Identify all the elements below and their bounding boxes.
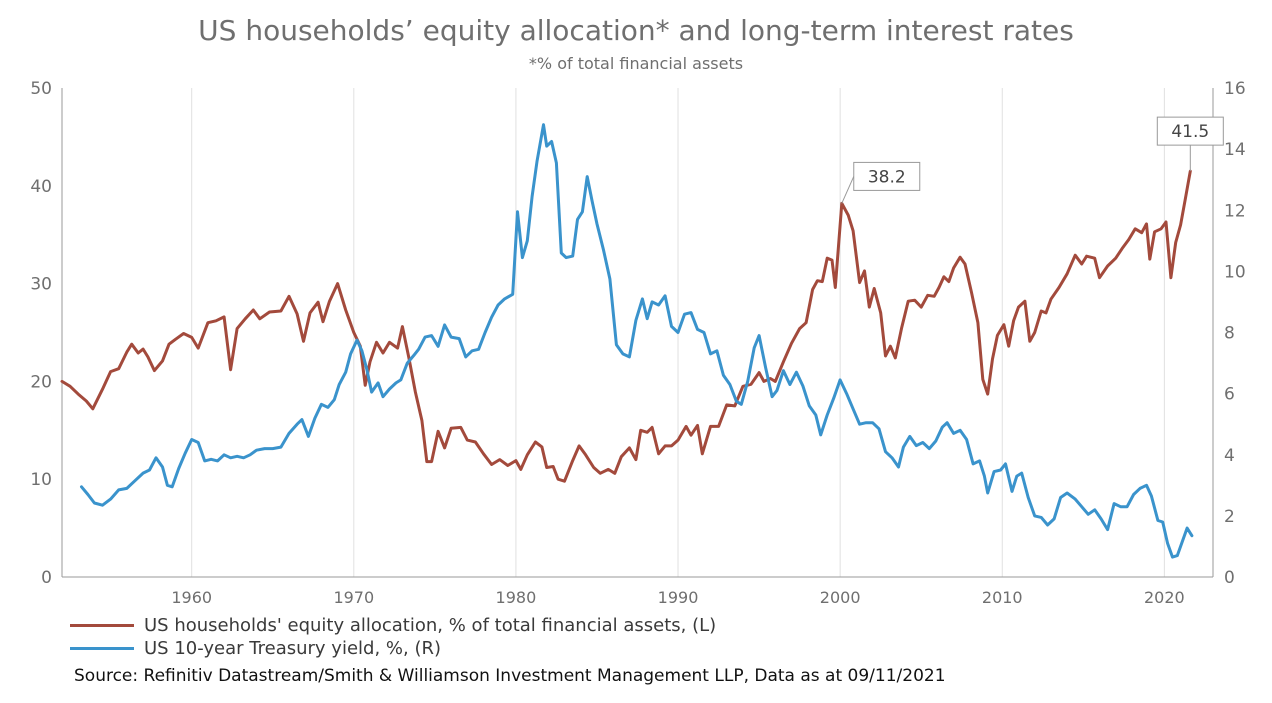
annotation-label: 41.5 — [1171, 122, 1209, 142]
y-left-tick-label: 0 — [41, 568, 52, 588]
legend-item-treasury: US 10-year Treasury yield, %, (R) — [70, 637, 716, 660]
y-right-tick-label: 14 — [1224, 140, 1246, 160]
annotation-box — [853, 161, 921, 191]
x-tick-label: 1970 — [333, 588, 374, 607]
y-right-tick-label: 12 — [1224, 201, 1246, 221]
y-left-tick-label: 20 — [30, 372, 52, 392]
chart-title: US households’ equity allocation* and lo… — [198, 14, 1074, 47]
y-right-tick-label: 0 — [1224, 568, 1235, 588]
x-tick-label: 2020 — [1144, 588, 1185, 607]
y-right-tick-label: 16 — [1224, 79, 1246, 99]
legend-swatch-equity — [70, 624, 134, 627]
x-tick-label: 2000 — [820, 588, 861, 607]
y-right-tick-label: 10 — [1224, 262, 1246, 282]
source-note: Source: Refinitiv Datastream/Smith & Wil… — [74, 666, 946, 686]
annotation-label: 38.2 — [868, 167, 906, 187]
chart-subtitle: *% of total financial assets — [528, 54, 744, 73]
annotation-box — [1156, 116, 1224, 146]
y-left-tick-label: 50 — [30, 79, 52, 99]
legend: US households' equity allocation, % of t… — [70, 614, 716, 660]
treasury-yield-line — [80, 123, 1194, 559]
legend-swatch-treasury — [70, 647, 134, 650]
x-tick-label: 1980 — [496, 588, 537, 607]
annotation-leader — [841, 176, 855, 204]
x-tick-label: 2010 — [982, 588, 1023, 607]
equity-allocation-line — [60, 169, 1192, 483]
legend-item-equity: US households' equity allocation, % of t… — [70, 614, 716, 637]
y-left-tick-label: 10 — [30, 470, 52, 490]
y-right-tick-label: 6 — [1224, 385, 1235, 405]
legend-label-treasury: US 10-year Treasury yield, %, (R) — [144, 638, 441, 659]
y-right-tick-label: 4 — [1224, 446, 1235, 466]
y-left-tick-label: 40 — [30, 177, 52, 197]
y-right-tick-label: 2 — [1224, 507, 1235, 527]
legend-label-equity: US households' equity allocation, % of t… — [144, 615, 717, 636]
y-left-tick-label: 30 — [30, 275, 52, 295]
y-right-tick-label: 8 — [1224, 324, 1235, 344]
x-tick-label: 1990 — [658, 588, 699, 607]
x-tick-label: 1960 — [171, 588, 212, 607]
